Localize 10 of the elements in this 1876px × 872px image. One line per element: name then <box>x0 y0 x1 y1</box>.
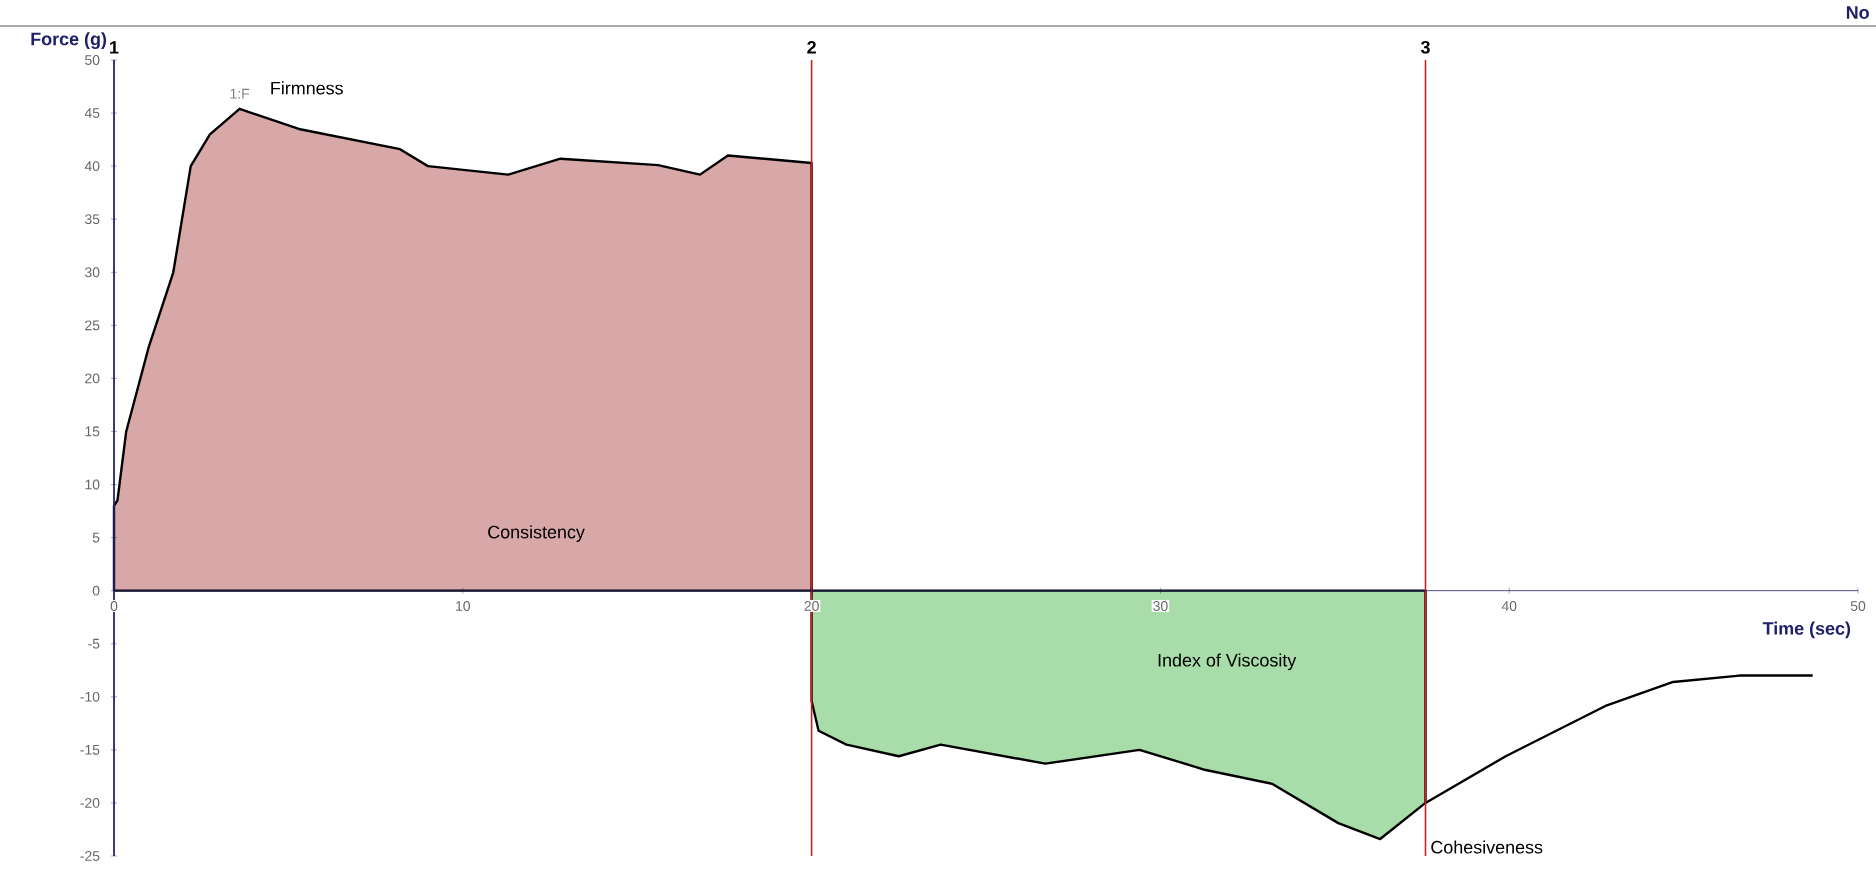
annotation: 1 <box>110 41 119 54</box>
annotation: Consistency <box>488 525 585 542</box>
annotation: Firmness <box>271 81 343 95</box>
annotation: 3 <box>1420 40 1430 54</box>
annotation: Index of Viscosity <box>1158 653 1297 671</box>
annotation: Cohesiveness <box>1431 840 1543 854</box>
text: No <box>1846 6 1869 19</box>
x-axis-title: Time (sec) <box>1762 621 1851 639</box>
annotation: 2 <box>807 41 816 54</box>
y-axis-title: Force (g) <box>31 32 107 49</box>
